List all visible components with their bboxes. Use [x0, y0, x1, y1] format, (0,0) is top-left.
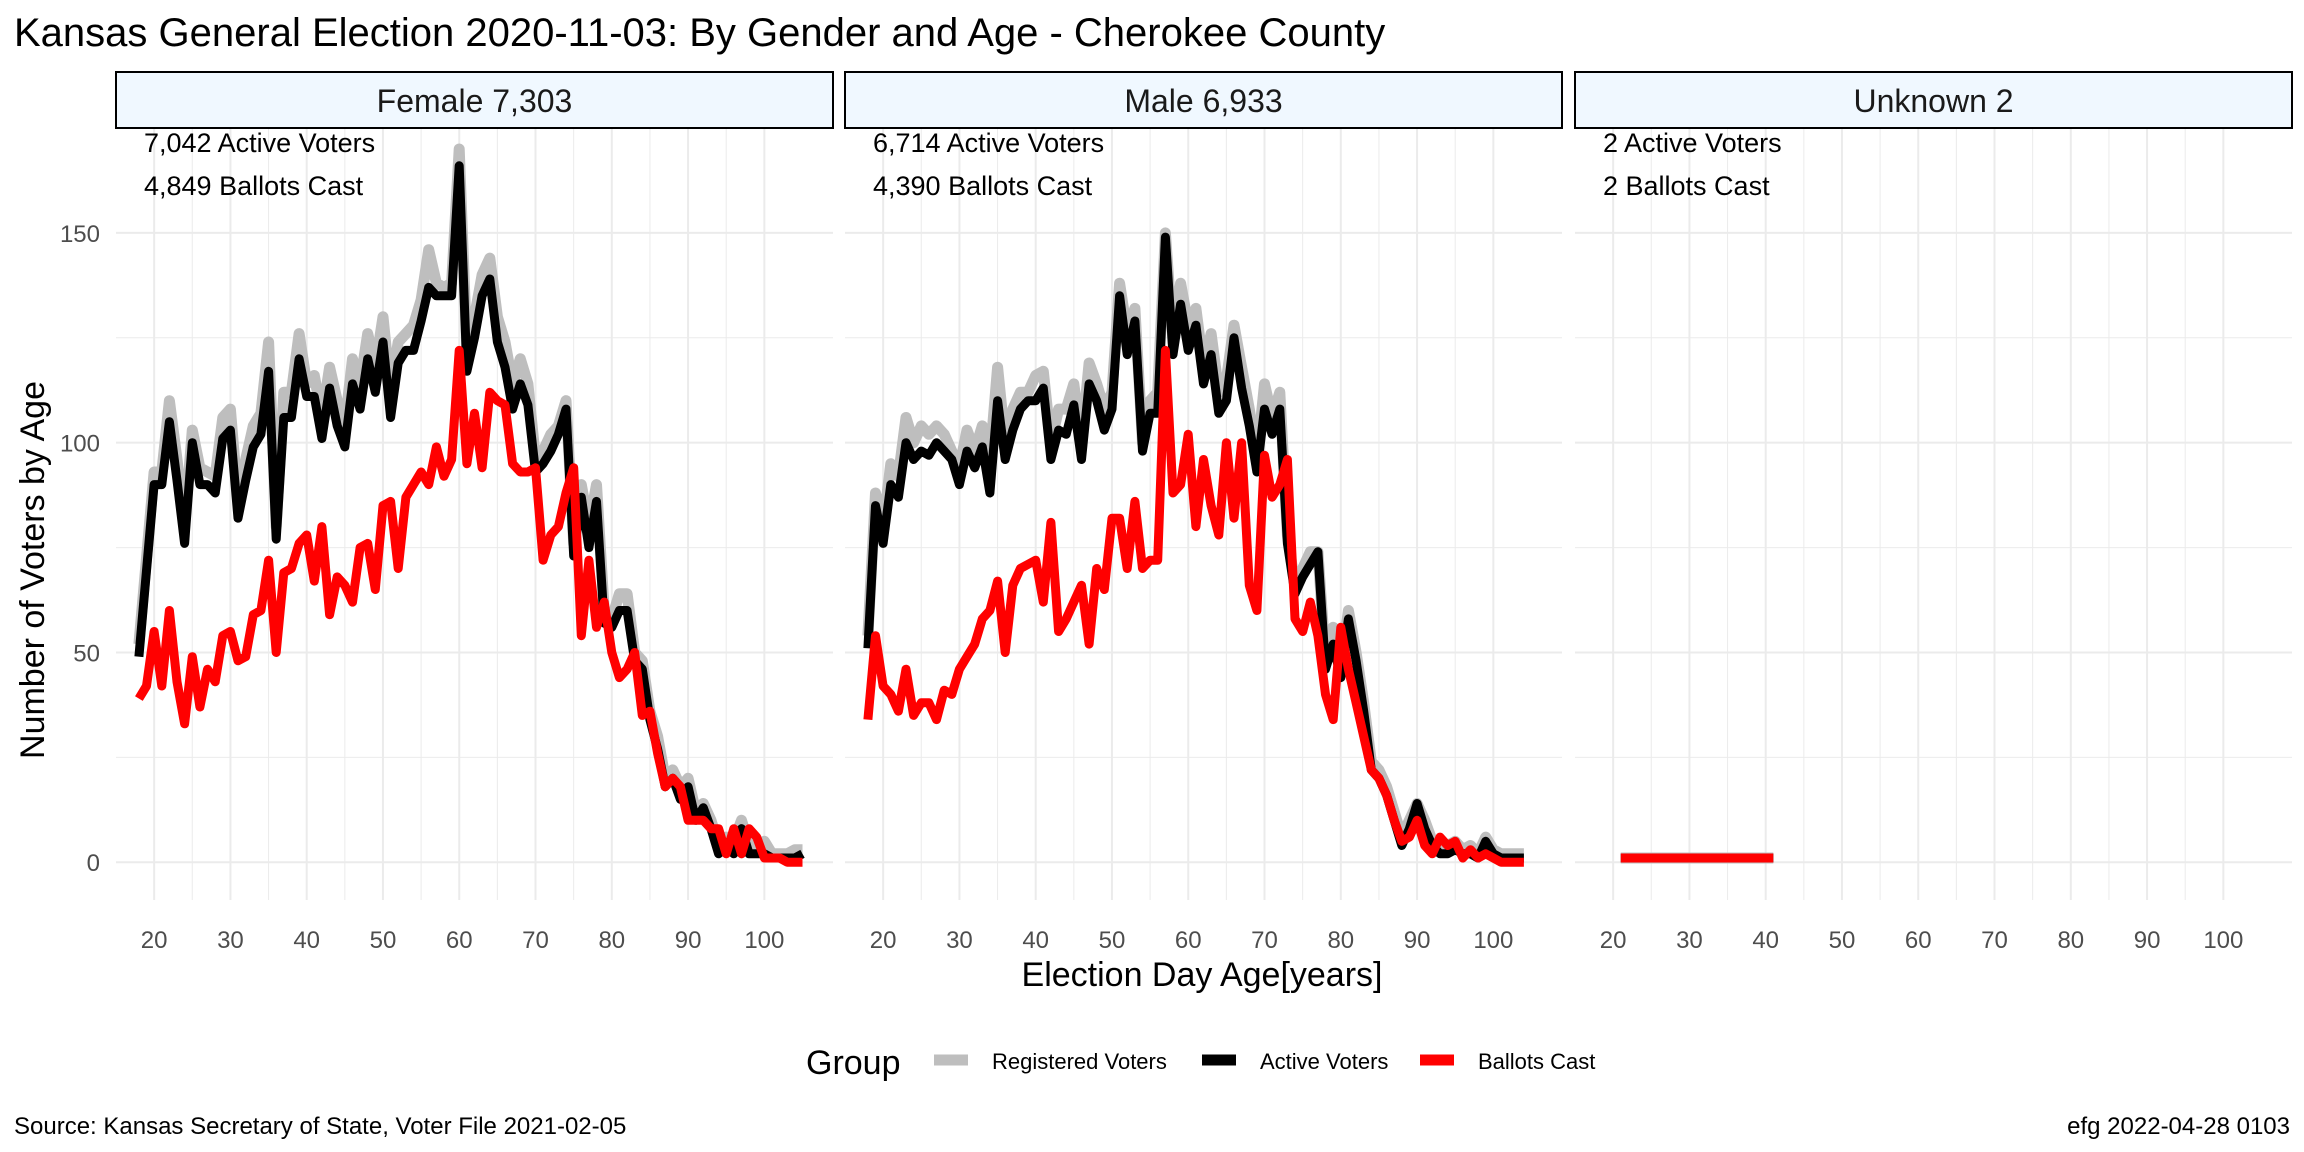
x-tick-label: 70	[1251, 927, 1278, 954]
x-tick-label: 20	[1600, 927, 1627, 954]
legend-title: Group	[806, 1044, 901, 1082]
series-line-ballots	[863, 345, 1524, 867]
x-tick-label: 50	[1099, 927, 1126, 954]
x-tick-label: 20	[141, 927, 168, 954]
x-tick-label: 30	[1676, 927, 1703, 954]
x-tick-label: 90	[1404, 927, 1431, 954]
facet-strip-label: Female 7,303	[377, 83, 573, 119]
y-tick-label: 100	[60, 431, 100, 458]
legend-label: Ballots Cast	[1478, 1049, 1595, 1074]
panel-annotation: 7,042 Active Voters	[144, 128, 375, 158]
series-line-active	[863, 232, 1524, 863]
legend: Group Registered Voters Active Voters Ball…	[806, 1044, 1595, 1082]
panel-annotation: 6,714 Active Voters	[873, 128, 1104, 158]
y-tick-label: 50	[73, 640, 100, 667]
series-line-ballots	[135, 345, 803, 867]
x-tick-label: 90	[675, 927, 702, 954]
y-tick-label: 0	[87, 850, 100, 877]
x-tick-label: 60	[1905, 927, 1932, 954]
credit-note: efg 2022-04-28 0103	[2067, 1113, 2290, 1140]
legend-entry-registered: Registered Voters	[934, 1049, 1167, 1074]
x-tick-label: 70	[522, 927, 549, 954]
panel-annotation: 2 Active Voters	[1603, 128, 1782, 158]
panel-annotation: 4,849 Ballots Cast	[144, 171, 364, 201]
x-tick-label: 40	[1752, 927, 1779, 954]
x-tick-label: 60	[446, 927, 473, 954]
x-tick-label: 60	[1175, 927, 1202, 954]
panel-annotation: 4,390 Ballots Cast	[873, 171, 1093, 201]
x-tick-label: 40	[293, 927, 320, 954]
legend-entry-active: Active Voters	[1202, 1049, 1388, 1074]
y-axis-ticks: 0 50 100 150	[60, 221, 100, 877]
y-axis-label: Number of Voters by Age	[14, 381, 52, 759]
x-tick-label: 100	[744, 927, 784, 954]
facet-strip	[844, 71, 1563, 129]
x-tick-label: 50	[1829, 927, 1856, 954]
x-tick-label: 30	[946, 927, 973, 954]
panel-2: 20 30 40 50 60 70 80 90 100 Male 6,933 6,714 Activ…	[844, 71, 1563, 954]
x-tick-label: 30	[217, 927, 244, 954]
x-tick-label: 100	[1473, 927, 1513, 954]
legend-label: Registered Voters	[992, 1049, 1167, 1074]
facet-strip	[1574, 71, 2293, 129]
panel-3: 20 30 40 50 60 70 80 90 100 Unknown 2 2 Active Vot…	[1574, 71, 2293, 954]
panel-annotation: 2 Ballots Cast	[1603, 171, 1770, 201]
x-tick-label: 80	[598, 927, 625, 954]
x-tick-label: 50	[370, 927, 397, 954]
x-tick-label: 80	[2057, 927, 2084, 954]
facet-strip-label: Unknown 2	[1853, 83, 2013, 119]
facet-strip-label: Male 6,933	[1124, 83, 1282, 119]
legend-label: Active Voters	[1260, 1049, 1388, 1074]
series-line-active	[134, 161, 805, 863]
x-axis-label: Election Day Age[years]	[1022, 956, 1383, 994]
legend-entry-ballots: Ballots Cast	[1420, 1049, 1595, 1074]
x-tick-label: 100	[2203, 927, 2243, 954]
chart-title: Kansas General Election 2020-11-03: By G…	[14, 11, 1385, 55]
source-note: Source: Kansas Secretary of State, Voter…	[14, 1113, 626, 1140]
x-tick-label: 40	[1022, 927, 1049, 954]
x-tick-label: 80	[1327, 927, 1354, 954]
facet-strip	[115, 71, 834, 129]
x-tick-label: 20	[870, 927, 897, 954]
y-tick-label: 150	[60, 221, 100, 248]
x-tick-label: 70	[1981, 927, 2008, 954]
x-tick-label: 90	[2134, 927, 2161, 954]
